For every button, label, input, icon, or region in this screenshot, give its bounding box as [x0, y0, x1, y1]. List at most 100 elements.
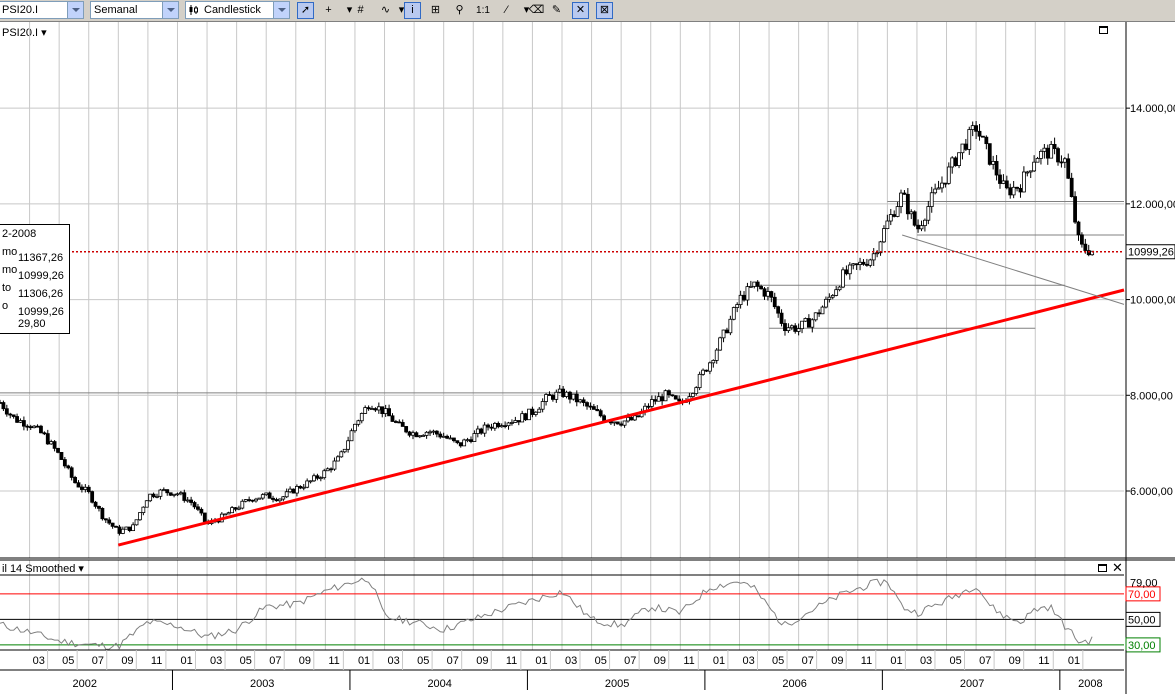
candle-body: [926, 206, 931, 221]
period-select-value: Semanal: [94, 4, 138, 16]
cross-hatch-icon[interactable]: ⊠: [596, 2, 613, 19]
properties-icon[interactable]: ✎: [551, 4, 562, 16]
candle-body: [1056, 148, 1060, 163]
candle-body: [1028, 170, 1033, 173]
candle-body: [62, 459, 67, 467]
chart-style-select[interactable]: Candlestick: [185, 1, 290, 19]
candle-body: [28, 426, 33, 429]
dropdown-icon[interactable]: ▾: [398, 4, 405, 16]
ohlc-row: o 10999,26: [0, 297, 69, 318]
candle-body: [134, 519, 139, 526]
month-tick-label: 03: [920, 655, 932, 667]
candle-body: [271, 497, 275, 500]
candle-body: [110, 522, 115, 527]
candle-body: [151, 493, 156, 498]
month-tick-label: 07: [624, 655, 636, 667]
candle-body: [117, 526, 122, 534]
line-draw-icon[interactable]: ⁄: [505, 4, 508, 16]
chevron-down-icon[interactable]: [273, 2, 289, 18]
maximize-indicator-button[interactable]: [1098, 564, 1107, 572]
candle-body: [492, 422, 497, 429]
candle-body: [254, 498, 258, 502]
chevron-down-icon[interactable]: [67, 2, 83, 18]
year-tick-label: 2008: [1078, 678, 1102, 690]
candle-body: [824, 298, 828, 308]
ohlc-value: 10999,26: [18, 306, 64, 318]
crosshair-icon[interactable]: +: [325, 4, 332, 16]
snap-icon[interactable]: ✕: [572, 2, 589, 19]
candle-body: [277, 498, 282, 502]
candle-body: [202, 512, 207, 522]
candle-body: [421, 435, 426, 437]
eraser-icon[interactable]: ⌫: [528, 4, 545, 16]
month-tick-label: 11: [1038, 655, 1049, 667]
candle-body: [574, 393, 579, 403]
month-tick-label: 05: [417, 655, 429, 667]
candle-body: [967, 129, 972, 150]
maximize-pane-button[interactable]: [1099, 26, 1108, 34]
candle-body: [557, 388, 562, 393]
dropdown-icon[interactable]: ▾: [523, 4, 530, 16]
candle-body: [506, 422, 511, 427]
chevron-down-icon[interactable]: [162, 2, 178, 18]
candle-body: [73, 477, 77, 484]
candle-body: [230, 507, 234, 514]
last-price-box: [1125, 244, 1175, 260]
dropdown-icon[interactable]: ▾: [346, 4, 353, 16]
price-pane-symbol[interactable]: PSI20.I ▾: [2, 27, 47, 39]
candle-body: [919, 225, 924, 230]
candle-body: [366, 407, 371, 410]
candle-body: [346, 440, 351, 450]
candle-body: [1052, 144, 1057, 150]
one-to-one-icon[interactable]: 1:1: [476, 5, 490, 16]
candle-body: [479, 428, 484, 434]
candle-body: [243, 499, 248, 502]
pointer-icon[interactable]: ➚: [297, 2, 314, 19]
indicator-pane-label[interactable]: il 14 Smoothed ▾: [2, 563, 84, 575]
candle-body: [1008, 187, 1013, 196]
gray-trendline[interactable]: [902, 234, 1125, 305]
candle-body: [383, 408, 388, 415]
candle-body: [571, 393, 576, 400]
zoom-box-icon[interactable]: ⊞: [430, 4, 441, 16]
grid-icon[interactable]: #: [357, 4, 364, 16]
candle-body: [4, 408, 9, 415]
candle-body: [957, 152, 961, 166]
candle-body: [636, 415, 641, 418]
candle-body: [387, 408, 391, 417]
price-tick-label: 12.000,00: [1130, 199, 1175, 211]
info-icon[interactable]: i: [404, 2, 421, 19]
symbol-select[interactable]: PSI20.I: [0, 1, 84, 19]
candle-body: [588, 405, 593, 408]
candle-body: [731, 307, 736, 320]
candle-body: [660, 396, 665, 402]
candle-body: [591, 406, 596, 410]
candle-body: [21, 420, 26, 427]
candle-body: [759, 286, 763, 290]
indicator-icon[interactable]: ∿: [380, 4, 391, 16]
candle-body: [376, 406, 381, 411]
candle-body: [90, 491, 95, 503]
candle-body: [776, 306, 781, 314]
candle-body: [998, 174, 1002, 184]
candle-body: [66, 465, 71, 469]
support-trendline[interactable]: [117, 288, 1125, 547]
month-tick-label: 09: [831, 655, 843, 667]
candle-body: [1080, 234, 1084, 245]
candle-body: [189, 499, 194, 503]
candle-body: [240, 500, 245, 509]
candle-body: [165, 489, 170, 494]
zoom-icon[interactable]: ⚲: [455, 4, 464, 16]
candle-body: [721, 329, 726, 339]
year-tick-label: 2007: [960, 678, 984, 690]
candle-body: [199, 508, 204, 514]
candle-body: [281, 496, 286, 500]
candle-body: [796, 328, 801, 332]
candle-body: [547, 394, 552, 396]
period-select[interactable]: Semanal: [90, 1, 179, 19]
close-indicator-button[interactable]: ✕: [1112, 560, 1123, 575]
candle-body: [707, 362, 712, 372]
candle-body: [1018, 187, 1023, 193]
candle-body: [274, 499, 279, 502]
